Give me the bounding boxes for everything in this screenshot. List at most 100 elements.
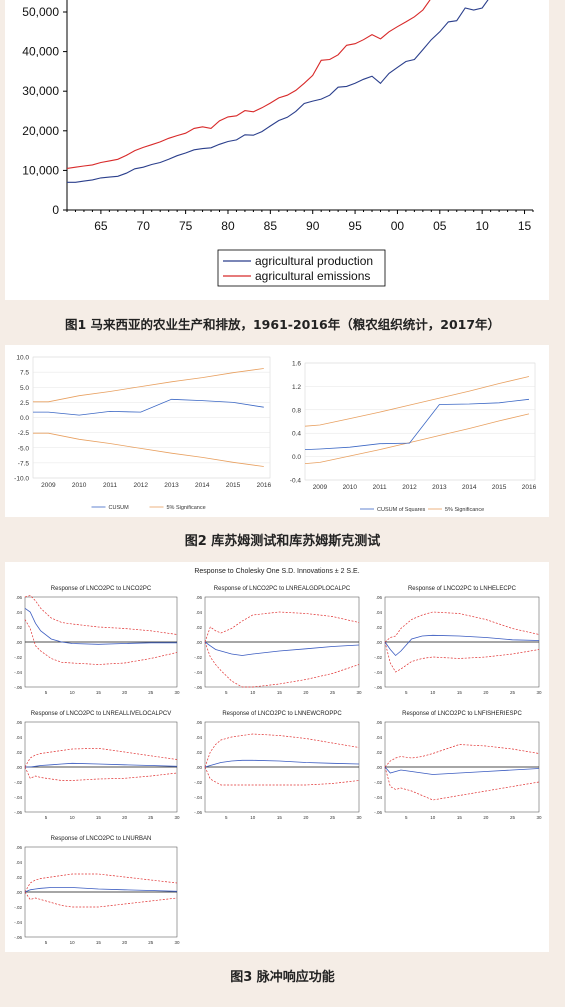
fig3-panel-title: Response of LNCO2PC to LNREALLIVELOCALPC…	[31, 711, 171, 717]
fig3-x-tick-label: 15	[96, 940, 102, 945]
fig3-x-tick-label: 5	[45, 815, 48, 820]
fig2-cusumsq-x-tick-label: 2014	[462, 484, 477, 491]
fig3-x-tick-label: 5	[225, 690, 228, 695]
fig3-y-tick-label: .06	[16, 845, 23, 850]
fig2-cusumsq-x-tick-label: 2010	[343, 484, 358, 491]
fig1-series-line-production	[67, 0, 489, 183]
fig1-x-tick-label: 85	[264, 219, 278, 233]
fig3-upper-band	[384, 744, 540, 768]
fig3-x-tick-label: 20	[483, 690, 489, 695]
fig3-x-tick-label: 30	[356, 690, 362, 695]
fig3-x-tick-label: 20	[303, 815, 309, 820]
fig2-cusum-x-tick-label: 2009	[41, 482, 56, 489]
fig3-x-tick-label: 30	[536, 815, 542, 820]
fig3-y-tick-label: .00	[16, 640, 23, 645]
fig3-response-line	[384, 634, 540, 657]
fig2-cusum-x-tick-label: 2010	[72, 482, 87, 489]
fig3-y-tick-label: -.02	[14, 655, 22, 660]
fig3-response-line	[24, 607, 177, 645]
fig3-x-tick-label: 25	[148, 815, 154, 820]
fig1-x-tick-label: 95	[348, 219, 362, 233]
fig3-x-tick-label: 20	[122, 940, 128, 945]
fig1-x-tick-label: 00	[391, 219, 405, 233]
fig3-lower-band	[384, 766, 540, 801]
fig2-cusum-x-tick-label: 2014	[195, 482, 210, 489]
fig2-cusumsq-y-tick-label: 0.0	[292, 454, 301, 461]
fig2-cusumsq-x-tick-label: 2013	[432, 484, 447, 491]
fig2-cusum-y-tick-label: 7.5	[20, 370, 29, 377]
fig3-y-tick-label: .00	[16, 765, 23, 770]
fig3-panel-title: Response of LNCO2PC to LNURBAN	[51, 836, 152, 842]
fig2-cusum-legend-label: 5% Significance	[167, 505, 206, 511]
fig2-cusum-x-tick-label: 2011	[103, 482, 117, 489]
fig3-x-tick-label: 20	[303, 690, 309, 695]
fig3-x-tick-label: 5	[225, 815, 228, 820]
fig1-y-tick-label: 10,000	[22, 163, 59, 177]
fig2-cusumsq-legend-label: 5% Significance	[445, 507, 484, 513]
fig2-cusumsq-x-tick-label: 2011	[373, 484, 387, 491]
fig1-panel: 0 10,000 20,000 30,000 40,000 50,000 65 70 75 80 8…	[5, 0, 549, 300]
fig2-cusumsq-legend-label: CUSUM of Squares	[377, 507, 426, 513]
fig3-y-tick-label: .04	[376, 735, 383, 740]
fig2-cusum-y-tick-label: -5.0	[18, 445, 30, 452]
fig1-y-tick-label: 30,000	[22, 84, 59, 98]
fig3-y-tick-label: .04	[196, 735, 203, 740]
fig2-cusum-upper-bound	[33, 368, 264, 403]
fig3-y-tick-label: .00	[16, 890, 23, 895]
fig3-response-line	[24, 887, 178, 893]
fig3-y-tick-label: .02	[16, 750, 23, 755]
fig3-y-tick-label: .02	[16, 625, 23, 630]
fig2-cusumsq-x-tick-label: 2009	[313, 484, 328, 491]
fig2-cusumsq-y-tick-label: -0.4	[290, 478, 302, 485]
fig3-x-tick-label: 10	[70, 690, 76, 695]
fig3-y-tick-label: -.06	[14, 935, 22, 940]
fig3-x-tick-label: 10	[430, 690, 436, 695]
fig2-cusum-y-tick-label: -10.0	[14, 476, 29, 483]
fig3-response-line	[25, 762, 178, 768]
fig3-x-tick-label: 30	[174, 815, 180, 820]
fig3-y-tick-label: -.02	[14, 780, 22, 785]
fig3-y-tick-label: .02	[16, 875, 23, 880]
fig3-x-tick-label: 15	[457, 690, 463, 695]
fig3-y-tick-label: -.02	[374, 655, 382, 660]
fig3-y-tick-label: -.04	[374, 795, 382, 800]
fig3-panel-title: Response of LNCO2PC to LNCO2PC	[51, 586, 152, 592]
fig3-response-line	[384, 766, 540, 775]
fig3-y-tick-label: -.06	[374, 685, 382, 690]
fig3-y-tick-label: -.06	[14, 810, 22, 815]
fig1-x-tick-label: 15	[518, 219, 532, 233]
fig3-x-tick-label: 25	[510, 815, 516, 820]
fig1-x-tick-label: 65	[94, 219, 108, 233]
fig3-y-tick-label: .04	[16, 610, 23, 615]
fig3-x-tick-label: 25	[148, 690, 154, 695]
fig2-cusum-lower-bound	[33, 432, 264, 467]
fig2-cusumsq-y-tick-label: 0.4	[292, 431, 301, 438]
fig1-x-tick-label: 05	[433, 219, 447, 233]
fig3-x-tick-label: 15	[277, 815, 283, 820]
fig2-cusumsq-upper-bound	[304, 376, 530, 427]
fig3-y-tick-label: -.02	[194, 780, 202, 785]
fig1-y-tick-label: 50,000	[22, 5, 59, 19]
fig3-upper-band	[204, 611, 360, 643]
fig3-response-line	[204, 759, 360, 768]
fig3-x-tick-label: 20	[122, 815, 128, 820]
fig2-cusum-y-tick-label: 2.5	[20, 400, 29, 407]
fig3-x-tick-label: 10	[70, 815, 76, 820]
fig1-y-tick-label: 40,000	[22, 45, 59, 59]
fig3-x-tick-label: 5	[45, 690, 48, 695]
fig3-upper-band	[384, 611, 540, 643]
fig1-caption: 图1 马来西亚的农业生产和排放，1961-2016年（粮农组织统计，2017年）	[64, 317, 501, 332]
fig3-y-tick-label: -.04	[374, 670, 382, 675]
fig3-panel-title: Response of LNCO2PC to LNREALGDPLOCALPC	[214, 586, 351, 592]
fig3-x-tick-label: 5	[405, 815, 408, 820]
fig3-x-tick-label: 15	[96, 690, 102, 695]
fig3-y-tick-label: .00	[376, 640, 383, 645]
fig3-y-tick-label: .06	[16, 595, 23, 600]
fig2-cusum-legend-label: CUSUM	[109, 505, 130, 511]
fig3-x-tick-label: 25	[330, 690, 336, 695]
fig3-y-tick-label: -.06	[374, 810, 382, 815]
fig2-panel: -10.0 -7.5 -5.0 -2.5 0.0 2.5 5.0 7.5 10.0 2009 201…	[5, 345, 549, 517]
fig1-x-tick-label: 80	[221, 219, 235, 233]
fig3-response-line	[204, 641, 360, 656]
fig3-panel-title: Response of LNCO2PC to LNFISHERIESPC	[402, 711, 522, 717]
